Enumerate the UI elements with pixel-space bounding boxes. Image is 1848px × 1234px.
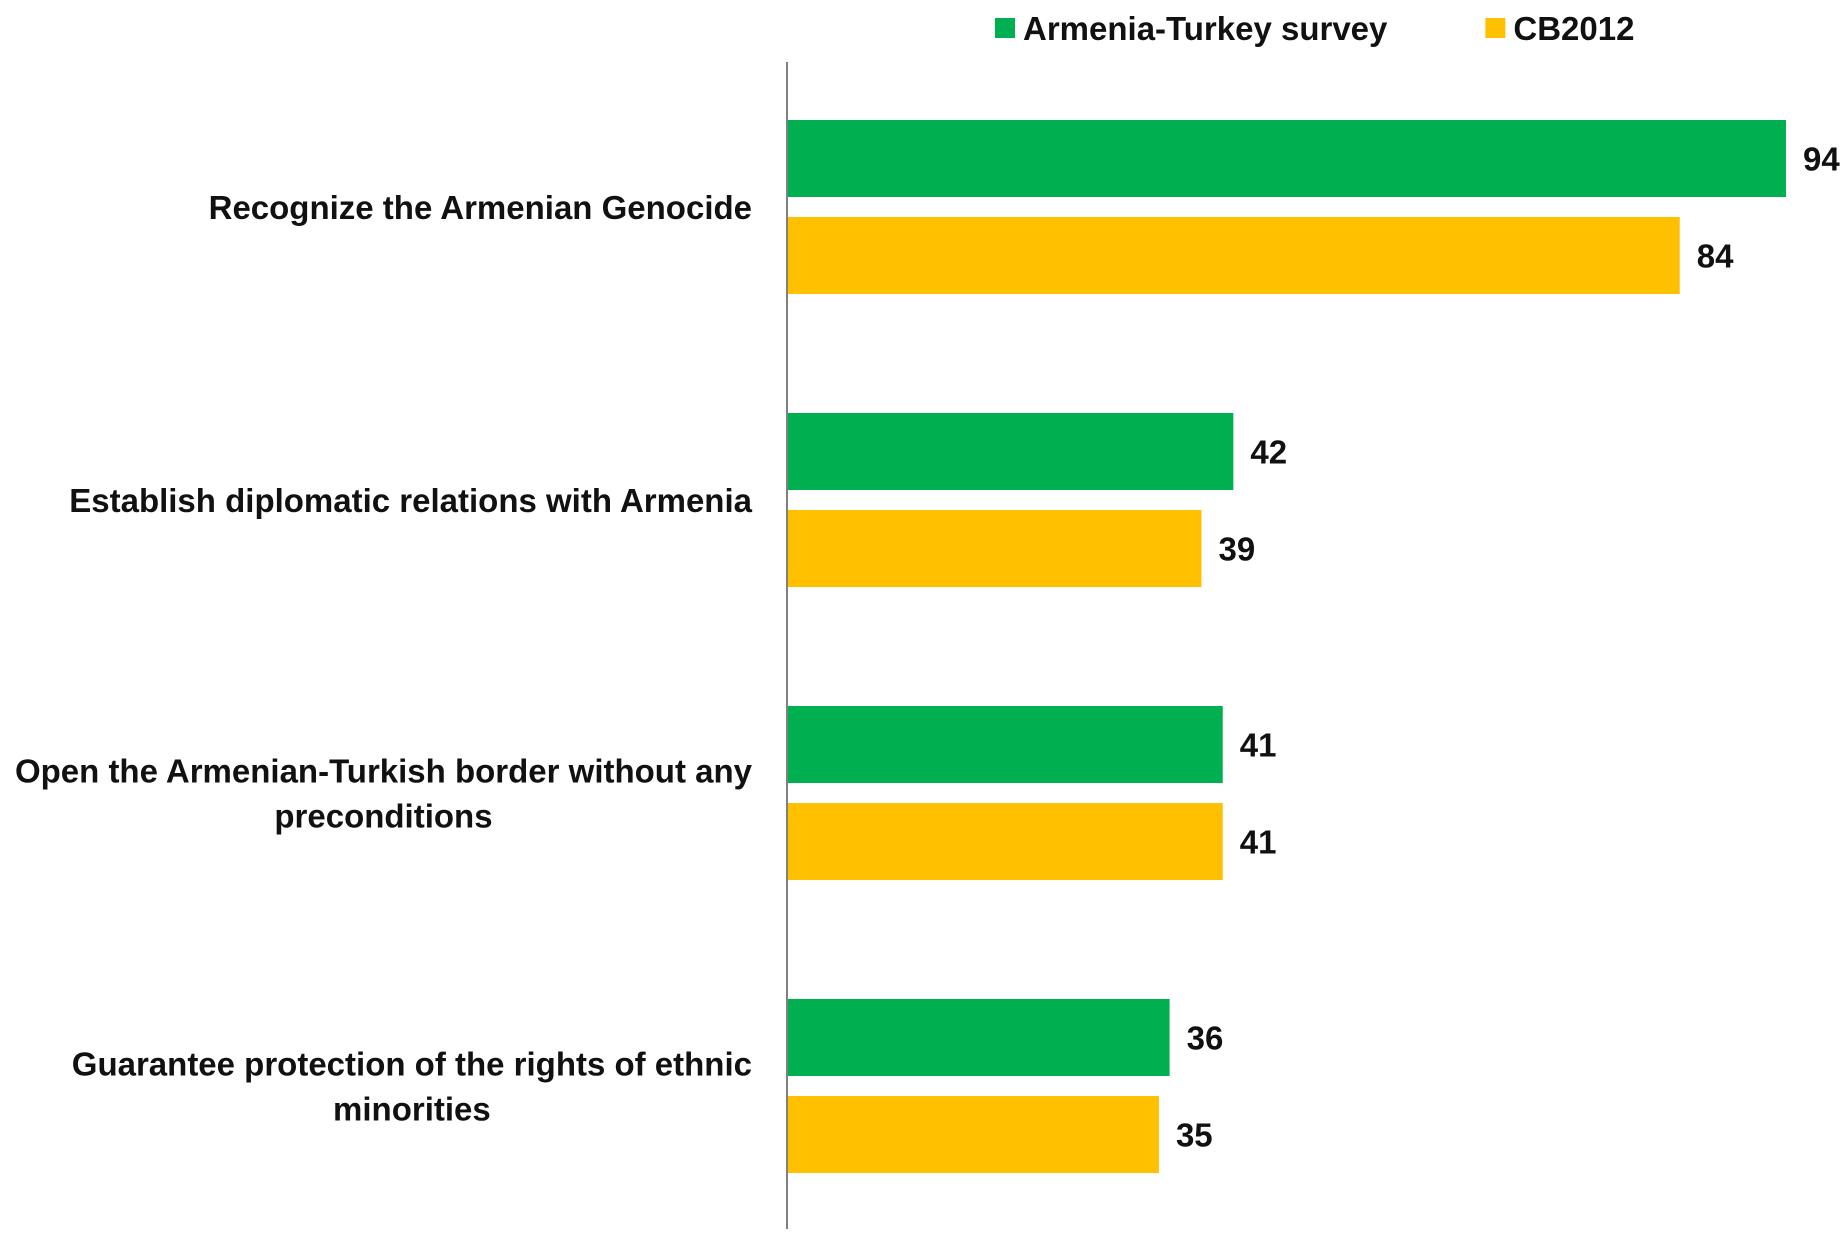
data-label: 35: [1176, 1117, 1213, 1154]
category-labels: Recognize the Armenian Genocide Establish…: [15, 189, 753, 1128]
data-label: 39: [1218, 531, 1255, 568]
bar-cb2012-3: [787, 1096, 1159, 1173]
category-label-line: Recognize the Armenian Genocide: [209, 189, 752, 226]
legend-label-cb2012: CB2012: [1513, 10, 1634, 47]
bar-cb2012-2: [787, 803, 1223, 880]
bar-cb2012-0: [787, 217, 1680, 294]
category-label-line: Open the Armenian-Turkish border without…: [15, 753, 753, 790]
category-label-line: Guarantee protection of the rights of et…: [72, 1046, 752, 1083]
bar-survey-0: [787, 120, 1786, 197]
bar-cb2012-1: [787, 510, 1202, 587]
category-label: Open the Armenian-Turkish border without…: [15, 753, 753, 835]
bar-survey-1: [787, 413, 1234, 490]
category-label: Guarantee protection of the rights of et…: [72, 1046, 752, 1128]
category-label-line: minorities: [333, 1091, 491, 1128]
bars-group: 94 84 42 39 41 41 36 35: [787, 120, 1840, 1173]
data-label: 42: [1250, 434, 1287, 471]
legend-swatch-cb2012: [1485, 18, 1506, 38]
category-label-line: preconditions: [274, 798, 492, 835]
legend-swatch-survey: [995, 18, 1015, 38]
data-label: 41: [1240, 824, 1277, 861]
data-label: 94: [1803, 141, 1840, 178]
legend-label-survey: Armenia-Turkey survey: [1023, 10, 1388, 47]
category-label-line: Establish diplomatic relations with Arme…: [69, 482, 752, 519]
bar-survey-3: [787, 999, 1170, 1076]
category-label: Recognize the Armenian Genocide: [209, 189, 752, 226]
data-label: 41: [1240, 727, 1277, 764]
data-label: 36: [1187, 1020, 1224, 1057]
category-label: Establish diplomatic relations with Arme…: [69, 482, 752, 519]
legend: Armenia-Turkey survey CB2012: [995, 10, 1634, 47]
data-label: 84: [1697, 238, 1734, 275]
bar-survey-2: [787, 706, 1223, 783]
